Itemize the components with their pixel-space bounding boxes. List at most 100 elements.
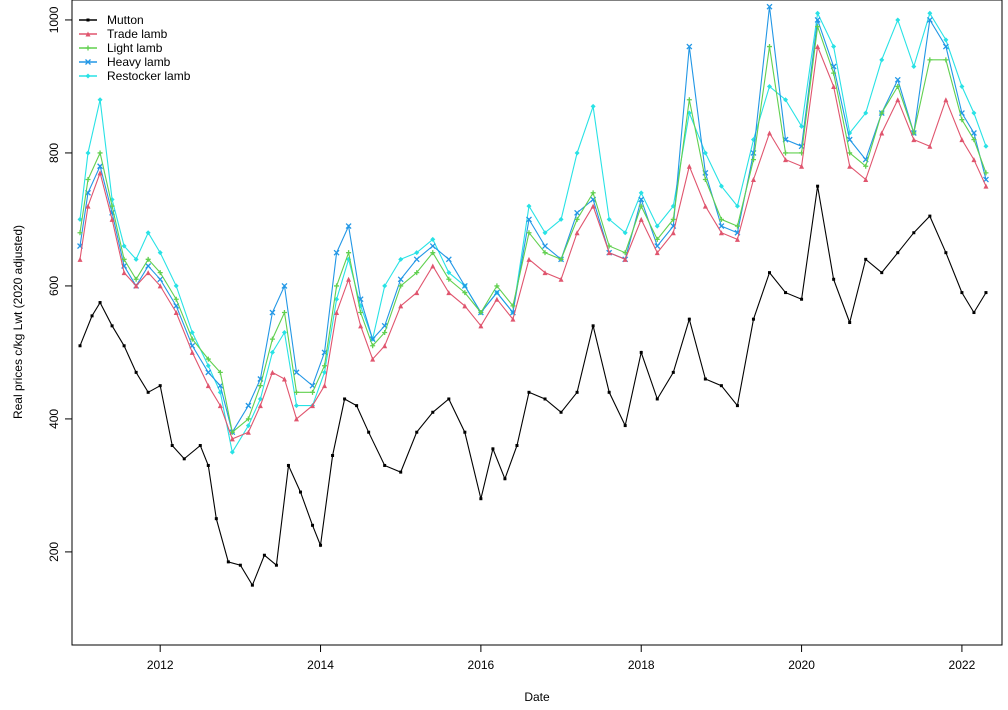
data-point-light-lamb <box>334 283 340 289</box>
data-point-restocker-lamb <box>927 10 933 16</box>
x-tick-label: 2016 <box>468 658 495 672</box>
data-point-mutton <box>503 477 507 481</box>
data-point-trade-lamb <box>157 283 163 289</box>
data-point-light-lamb <box>133 276 139 282</box>
data-point-restocker-lamb <box>446 270 452 276</box>
data-point-heavy-lamb <box>281 282 288 289</box>
data-point-mutton <box>286 463 290 467</box>
x-tick-label: 2018 <box>628 658 655 672</box>
data-point-heavy-lamb <box>217 382 224 389</box>
legend-marker <box>85 45 91 51</box>
data-point-heavy-lamb <box>926 16 933 23</box>
data-point-mutton <box>383 463 387 467</box>
legend-item: Restocker lamb <box>79 69 191 83</box>
data-point-trade-lamb <box>77 256 83 262</box>
data-point-mutton <box>415 430 419 434</box>
data-point-restocker-lamb <box>85 150 91 156</box>
data-point-mutton <box>928 214 932 218</box>
data-point-mutton <box>331 453 335 457</box>
data-point-restocker-lamb <box>606 216 612 222</box>
data-point-heavy-lamb <box>445 256 452 263</box>
legend-item: Trade lamb <box>79 27 168 41</box>
data-point-mutton <box>880 271 884 275</box>
data-point-light-lamb <box>558 256 564 262</box>
data-point-mutton <box>944 251 948 255</box>
legend-item: Mutton <box>79 13 144 27</box>
data-point-restocker-lamb <box>558 216 564 222</box>
y-axis-title: Real prices c/kg Lwt (2020 adjusted) <box>11 225 25 419</box>
data-point-restocker-lamb <box>983 143 989 149</box>
data-point-mutton <box>703 377 707 381</box>
data-point-mutton <box>719 384 723 388</box>
data-point-mutton <box>655 397 659 401</box>
data-point-trade-lamb <box>574 230 580 236</box>
data-point-trade-lamb <box>815 44 821 50</box>
legend-label: Trade lamb <box>107 27 168 41</box>
data-point-heavy-lamb <box>686 43 693 50</box>
data-point-light-lamb <box>121 256 127 262</box>
data-point-trade-lamb <box>983 183 989 189</box>
data-point-trade-lamb <box>293 416 299 422</box>
data-point-light-lamb <box>382 329 388 335</box>
data-point-mutton <box>110 324 114 328</box>
data-point-mutton <box>559 410 563 414</box>
data-point-light-lamb <box>173 296 179 302</box>
data-point-mutton <box>319 543 323 547</box>
data-point-light-lamb <box>510 303 516 309</box>
data-point-trade-lamb <box>109 216 115 222</box>
y-tick-label: 800 <box>47 143 61 163</box>
data-point-heavy-lamb <box>429 243 436 249</box>
data-point-light-lamb <box>638 203 644 209</box>
data-point-mutton <box>262 553 266 557</box>
data-point-mutton <box>250 583 254 587</box>
data-point-mutton <box>591 324 595 328</box>
data-point-mutton <box>298 490 302 494</box>
data-point-mutton <box>311 523 315 527</box>
data-point-trade-lamb <box>478 323 484 329</box>
data-point-trade-lamb <box>638 216 644 222</box>
data-point-trade-lamb <box>414 290 420 296</box>
x-axis: 2012 2014 2016 2018 2020 2022 <box>147 645 976 672</box>
data-point-trade-lamb <box>398 303 404 309</box>
data-point-light-lamb <box>622 250 628 256</box>
data-point-light-lamb <box>97 150 103 156</box>
data-point-mutton <box>751 317 755 321</box>
data-point-restocker-lamb <box>959 83 965 89</box>
data-point-mutton <box>960 291 964 295</box>
data-point-heavy-lamb <box>638 196 645 203</box>
data-point-mutton <box>479 497 483 501</box>
data-point-light-lamb <box>430 250 436 256</box>
data-point-restocker-lamb <box>97 97 103 103</box>
data-point-restocker-lamb <box>654 223 660 229</box>
y-tick-label: 400 <box>47 409 61 429</box>
data-point-light-lamb <box>85 177 91 183</box>
data-point-light-lamb <box>574 216 580 222</box>
data-point-mutton <box>134 370 138 374</box>
data-point-restocker-lamb <box>133 256 139 262</box>
data-point-light-lamb <box>478 310 484 316</box>
data-point-mutton <box>214 517 218 521</box>
data-point-light-lamb <box>971 137 977 143</box>
data-point-restocker-lamb <box>245 423 251 429</box>
data-point-heavy-lamb <box>846 136 853 143</box>
series-layer <box>77 3 989 587</box>
data-point-heavy-lamb <box>157 276 164 283</box>
data-point-restocker-lamb <box>121 243 127 249</box>
data-point-heavy-lamb <box>357 296 364 303</box>
data-point-light-lamb <box>414 270 420 276</box>
data-point-heavy-lamb <box>798 143 805 150</box>
data-point-mutton <box>735 404 739 408</box>
data-point-mutton <box>575 390 579 394</box>
data-point-light-lamb <box>654 236 660 242</box>
data-point-trade-lamb <box>863 177 869 183</box>
data-point-light-lamb <box>157 270 163 276</box>
data-point-restocker-lamb <box>831 44 837 50</box>
series-restocker-lamb <box>77 10 989 455</box>
data-point-light-lamb <box>815 24 821 30</box>
data-point-light-lamb <box>494 283 500 289</box>
data-point-restocker-lamb <box>638 190 644 196</box>
data-point-trade-lamb <box>943 97 949 103</box>
data-point-restocker-lamb <box>799 123 805 129</box>
data-point-mutton <box>399 470 403 474</box>
